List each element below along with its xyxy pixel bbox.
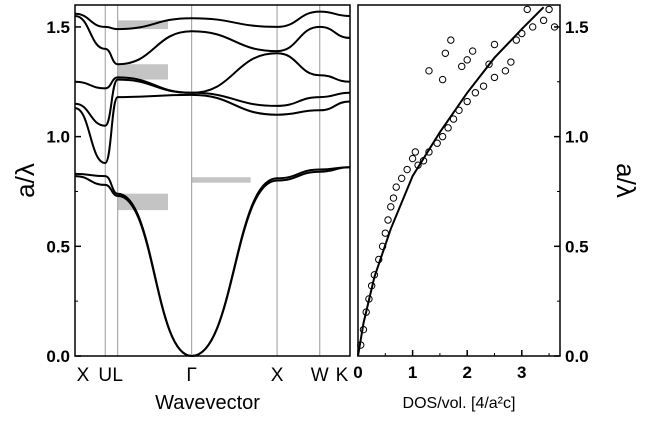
dos-point-29 [501,67,510,75]
band-plot-frame [74,4,351,357]
band-gap-2 [117,20,168,30]
k-point-label-1: U [98,365,112,386]
band-y-tick-label-2: 1.0 [46,128,70,147]
dos-point-23 [449,115,458,123]
dos-point-12 [392,183,400,191]
dos-y-tick-label-3: 1.5 [565,18,589,37]
band-y-ticks: 0.0 0.5 1.0 1.5 [46,18,81,366]
dos-point-28 [490,73,499,82]
dos-point-30 [425,67,433,75]
dos-point-40 [512,36,521,44]
dos-point-16 [411,148,420,156]
dos-x-tick-label-2: 2 [462,363,471,382]
dos-point-9 [384,216,392,224]
dos-data-points [357,5,559,349]
dos-point-43 [539,16,548,25]
dos-point-31 [438,75,447,84]
dos-point-15 [408,154,417,163]
dos-point-39 [490,40,499,49]
dos-x-axis-label: DOS/vol. [4/a²c] [403,395,516,412]
dos-y-tick-label-1: 0.5 [565,237,589,256]
band-gaps [117,20,251,211]
dos-point-11 [389,194,398,202]
band-y-tick-label-0: 0.0 [46,347,70,366]
dos-point-37 [447,36,455,44]
k-point-label-2: L [112,365,123,386]
band-2 [74,93,351,165]
dos-point-26 [471,89,480,97]
dos-y-ticks: 0.0 0.5 1.0 1.5 [554,18,589,366]
band-gap-0 [117,193,168,211]
band-x-axis-label: Wavevector [155,392,260,414]
k-point-gridlines [104,5,321,356]
dos-point-44 [545,5,553,14]
band-gap-3 [191,177,251,183]
dos-point-36 [507,58,515,66]
dos-point-42 [529,23,537,31]
dos-point-35 [463,56,471,64]
dos-x-tick-label-0: 0 [353,363,362,382]
band-y-axis-label: a/λ [10,163,40,198]
band-6 [74,10,351,31]
dos-x-tick-label-3: 3 [517,363,526,382]
band-y-tick-label-3: 1.5 [46,18,70,37]
dos-panel: 0 1 2 3 0.0 0.5 1.0 1.5 DOS/vol. [4/a²c] a/λ [353,4,641,412]
dos-point-27 [479,82,488,90]
dos-y-axis-label: a/λ [611,163,641,198]
band-y-tick-label-1: 0.5 [46,237,70,256]
k-point-label-6: K [336,365,349,386]
band-gap-1 [117,64,168,80]
dos-point-45 [523,5,531,14]
dos-point-38 [468,47,477,55]
dos-y-tick-label-2: 1.0 [565,128,589,147]
dos-y-tick-label-0: 0.0 [565,347,589,366]
band-lines [74,10,351,358]
dos-point-14 [403,165,411,174]
band-0 [74,166,351,358]
k-point-label-4: X [271,365,284,386]
dos-point-34 [441,49,450,57]
dos-point-22 [444,124,452,132]
k-point-label-5: W [311,365,329,386]
dos-point-13 [397,174,406,183]
band-3 [74,78,351,127]
k-point-label-3: Γ [186,365,196,386]
dos-fit-curve [357,6,545,357]
dos-point-21 [438,132,447,141]
dos-point-32 [458,62,466,71]
dos-x-ticks: 0 1 2 3 [353,350,550,382]
dos-x-tick-label-1: 1 [408,363,417,382]
dos-point-10 [387,203,395,211]
k-point-label-0: X [77,365,90,386]
band-5 [74,15,351,66]
band-4 [74,52,351,94]
dos-point-25 [463,97,471,106]
dos-plot-frame [357,4,561,357]
